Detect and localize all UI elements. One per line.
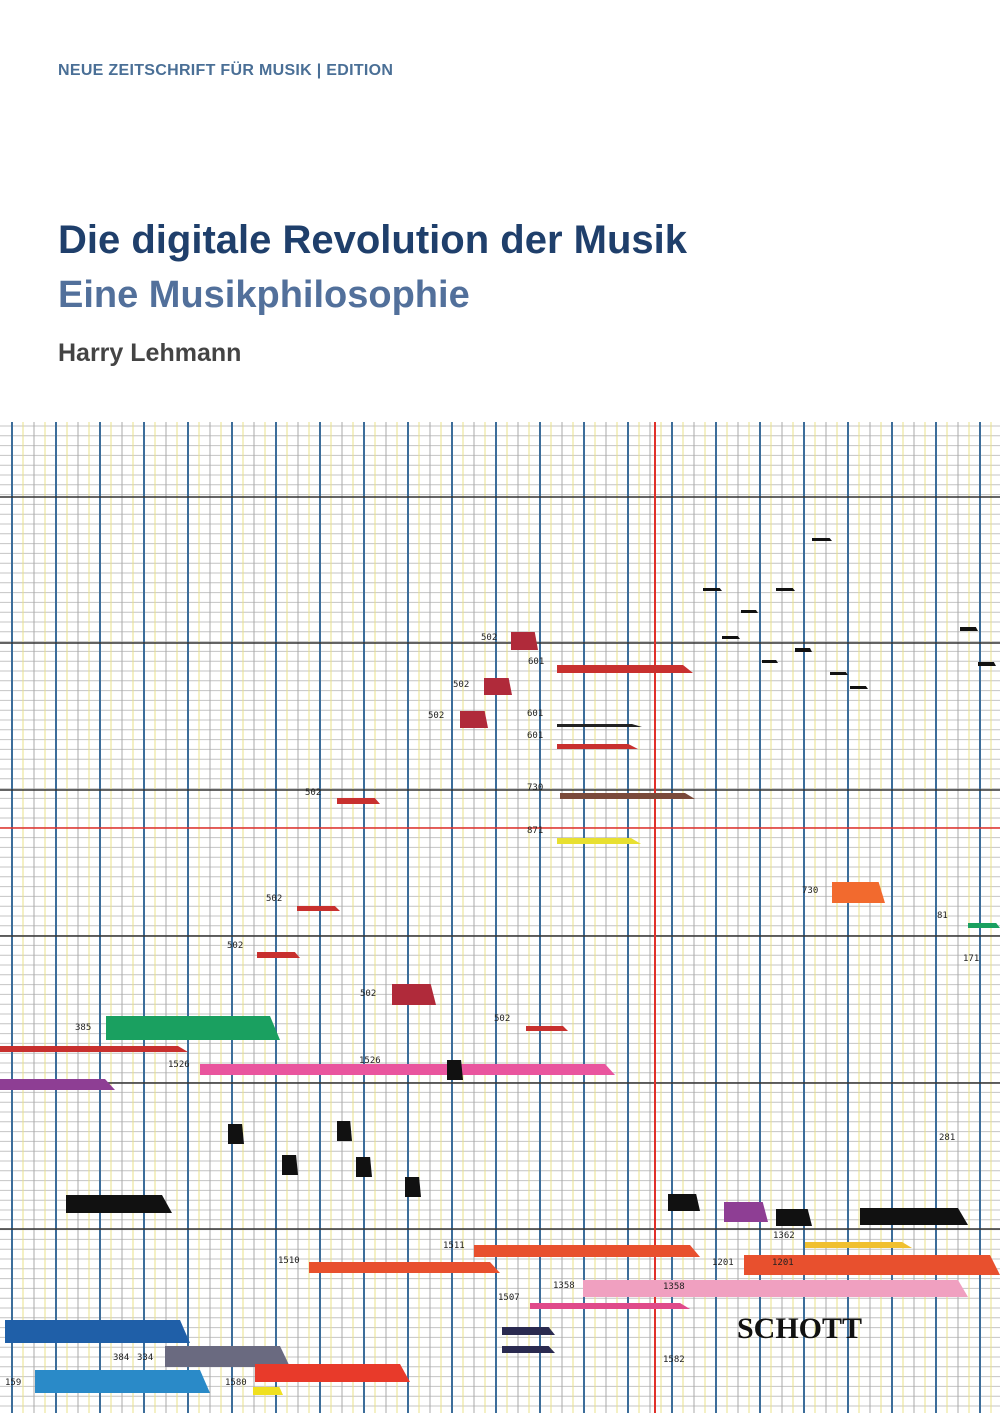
score-shape — [356, 1157, 372, 1177]
score-shape — [830, 672, 848, 675]
score-shape — [447, 1060, 463, 1080]
score-shape — [557, 838, 641, 844]
score-label: 871 — [527, 826, 543, 836]
score-label: 1201 — [712, 1258, 734, 1268]
score-shape — [776, 1209, 812, 1226]
score-shape — [337, 1121, 352, 1141]
score-shape — [850, 686, 868, 689]
score-label: 502 — [266, 894, 282, 904]
score-label: 730 — [802, 886, 818, 896]
score-label: 502 — [428, 711, 444, 721]
score-shape — [978, 662, 996, 666]
score-shape — [860, 1208, 968, 1225]
score-label: 1358 — [663, 1282, 685, 1292]
score-shape — [502, 1327, 555, 1335]
score-shape — [511, 632, 538, 650]
score-shape — [744, 1255, 1000, 1275]
score-shape — [557, 665, 693, 673]
score-shape — [812, 538, 832, 541]
score-label: 385 — [75, 1023, 91, 1033]
score-shape — [484, 678, 512, 695]
score-shape — [668, 1194, 700, 1211]
score-label: 384 — [113, 1353, 129, 1363]
score-shape — [832, 882, 885, 903]
score-shape — [337, 798, 380, 804]
score-shape — [703, 588, 722, 591]
score-label: 281 — [939, 1133, 955, 1143]
score-shape — [526, 1026, 568, 1031]
score-shape — [557, 744, 638, 749]
score-shape — [724, 1202, 768, 1222]
score-label: 1510 — [278, 1256, 300, 1266]
score-label: 502 — [305, 788, 321, 798]
score-label: 81 — [937, 911, 948, 921]
score-label: 502 — [494, 1014, 510, 1024]
score-shape — [530, 1303, 690, 1309]
score-shape — [795, 648, 812, 652]
score-shape — [722, 636, 740, 639]
score-label: 1511 — [443, 1241, 465, 1251]
score-shape — [583, 1280, 968, 1297]
score-label: 1362 — [773, 1231, 795, 1241]
score-shape — [960, 627, 978, 631]
score-label: 171 — [963, 954, 979, 964]
score-label: 1201 — [772, 1258, 794, 1268]
book-title: Die digitale Revolution der Musik — [58, 218, 687, 262]
score-shape — [474, 1245, 700, 1257]
score-label: 601 — [527, 709, 543, 719]
score-label: 730 — [527, 783, 543, 793]
score-label: 1580 — [225, 1378, 247, 1388]
score-shape — [106, 1016, 280, 1040]
score-label: 1526 — [168, 1060, 190, 1070]
score-shape — [805, 1242, 912, 1248]
score-shape — [228, 1124, 244, 1144]
score-label: 1358 — [553, 1281, 575, 1291]
score-label: 502 — [360, 989, 376, 999]
score-shape — [253, 1387, 283, 1395]
score-shape — [762, 660, 778, 663]
score-shape — [557, 724, 642, 727]
score-label: 601 — [528, 657, 544, 667]
score-shape — [5, 1320, 190, 1343]
score-shape — [66, 1195, 172, 1213]
score-shape — [741, 610, 758, 613]
score-label: 1526 — [359, 1056, 381, 1066]
score-shape — [297, 906, 340, 911]
score-label: 502 — [227, 941, 243, 951]
publisher: SCHOTT — [737, 1312, 862, 1345]
score-shape — [282, 1155, 298, 1175]
score-shape — [165, 1346, 290, 1367]
score-shape — [392, 984, 436, 1005]
score-shape — [257, 952, 300, 958]
score-shape — [0, 1046, 188, 1052]
score-shape — [255, 1364, 410, 1382]
score-shape — [460, 711, 488, 728]
score-label: 1507 — [498, 1293, 520, 1303]
score-label: 334 — [137, 1353, 153, 1363]
score-label: 159 — [5, 1378, 21, 1388]
score-shape — [0, 1079, 115, 1090]
score-label: 502 — [453, 680, 469, 690]
book-subtitle: Eine Musikphilosophie — [58, 274, 470, 316]
series-label: NEUE ZEITSCHRIFT FÜR MUSIK | EDITION — [58, 62, 394, 79]
author: Harry Lehmann — [58, 339, 242, 367]
score-shape — [776, 588, 795, 591]
score-label: 1582 — [663, 1355, 685, 1365]
score-shape — [309, 1262, 500, 1273]
score-shape — [200, 1064, 615, 1075]
score-shape — [405, 1177, 421, 1197]
score-label: 502 — [481, 633, 497, 643]
score-shape — [968, 923, 1000, 928]
score-shape — [35, 1370, 210, 1393]
score-label: 601 — [527, 731, 543, 741]
score-shape — [502, 1346, 555, 1353]
score-shape — [560, 793, 695, 799]
